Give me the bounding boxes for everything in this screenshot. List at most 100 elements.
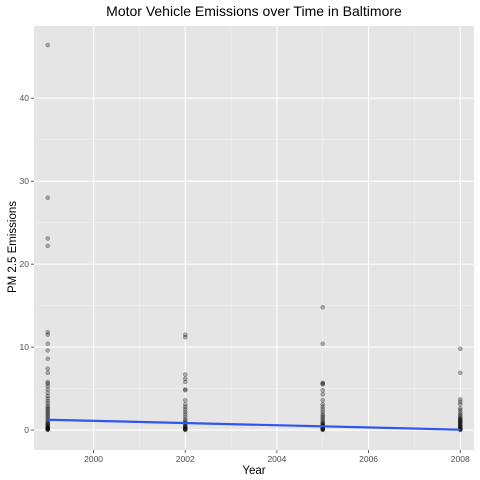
data-point: [320, 406, 326, 412]
data-point: [182, 387, 188, 393]
data-point: [457, 417, 463, 423]
data-point: [45, 42, 51, 48]
data-point: [45, 243, 51, 249]
data-point: [320, 411, 326, 417]
data-point: [45, 356, 51, 362]
data-point: [45, 381, 51, 386]
data-point: [45, 403, 51, 409]
data-point: [457, 399, 463, 405]
data-point: [457, 418, 463, 424]
x-axis-ticks: 2000 2002 2004 2006 2008: [84, 450, 470, 464]
y-tick-label: 10: [20, 342, 30, 352]
data-point: [45, 370, 51, 376]
data-point: [320, 420, 326, 425]
data-point: [45, 426, 51, 431]
data-point: [45, 411, 51, 417]
data-point: [320, 413, 326, 419]
data-point: [320, 381, 326, 386]
data-point: [457, 423, 463, 429]
data-point: [45, 398, 51, 404]
data-point: [182, 411, 188, 417]
y-tick-label: 40: [20, 93, 30, 103]
data-point: [45, 408, 51, 414]
data-point: [320, 402, 326, 407]
data-point: [457, 413, 463, 419]
data-point: [182, 409, 188, 415]
data-point: [45, 421, 51, 426]
x-tick-label: 2000: [84, 454, 103, 464]
data-point: [320, 341, 326, 347]
data-point: [457, 411, 463, 417]
data-point: [45, 383, 51, 389]
data-point: [182, 416, 188, 422]
data-point: [457, 420, 463, 425]
y-tick-label: 20: [20, 259, 30, 269]
x-tick-label: 2008: [451, 454, 470, 464]
data-point: [182, 387, 188, 392]
data-point: [45, 422, 51, 428]
emission-points: [45, 42, 463, 433]
data-point: [45, 427, 51, 433]
data-point: [182, 376, 188, 381]
data-point: [45, 195, 51, 201]
data-point: [320, 387, 326, 393]
data-point: [457, 370, 463, 376]
y-tick-label: 30: [20, 176, 30, 186]
data-point: [182, 372, 188, 377]
data-point: [182, 427, 188, 433]
data-point: [457, 407, 463, 413]
data-point: [320, 427, 326, 433]
data-point: [457, 402, 463, 407]
data-point: [45, 396, 51, 401]
data-point: [182, 414, 188, 420]
data-point: [320, 304, 326, 310]
data-point: [320, 404, 326, 410]
data-point: [45, 424, 51, 430]
trend-line: [47, 418, 461, 431]
data-point: [182, 334, 188, 340]
data-point: [320, 382, 326, 387]
data-point: [182, 426, 188, 431]
x-tick-label: 2004: [267, 454, 286, 464]
data-point: [457, 421, 463, 426]
data-point: [457, 397, 463, 402]
x-tick-label: 2002: [176, 454, 195, 464]
data-point: [457, 346, 463, 352]
data-point: [320, 409, 326, 415]
x-tick-label: 2006: [359, 454, 378, 464]
data-point: [182, 425, 188, 430]
data-point: [320, 380, 326, 386]
minor-gridlines: [34, 26, 474, 450]
data-point: [182, 332, 188, 338]
data-point: [45, 379, 51, 385]
data-point: [457, 421, 463, 427]
data-point: [45, 427, 51, 433]
data-point: [182, 379, 188, 385]
data-point: [45, 421, 51, 427]
data-point: [457, 416, 463, 421]
data-point: [45, 341, 51, 347]
data-point: [320, 392, 326, 397]
data-point: [45, 366, 51, 372]
plot-panel: [34, 26, 474, 450]
data-point: [45, 410, 51, 416]
data-point: [457, 416, 463, 422]
data-point: [320, 397, 326, 403]
y-axis-title: PM 2.5 Emissions: [7, 201, 19, 293]
data-point: [45, 393, 51, 399]
data-point: [45, 425, 51, 430]
data-point: [45, 236, 51, 241]
data-point: [182, 404, 188, 410]
data-point: [182, 427, 188, 433]
data-point: [45, 413, 51, 419]
x-axis-title: Year: [242, 465, 265, 477]
data-point: [457, 406, 463, 411]
data-point: [320, 416, 326, 422]
trend-line-group: [47, 418, 461, 431]
data-point: [45, 390, 51, 396]
data-point: [45, 425, 51, 431]
data-point: [320, 427, 326, 433]
data-point: [182, 426, 188, 432]
data-point: [45, 426, 51, 432]
data-point: [45, 348, 51, 353]
